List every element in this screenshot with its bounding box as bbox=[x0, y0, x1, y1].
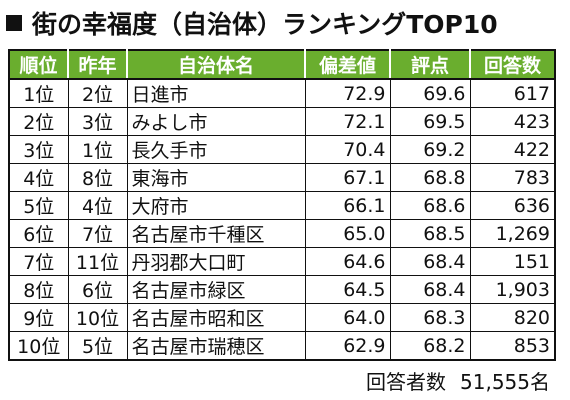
cell-score: 68.3 bbox=[389, 303, 471, 332]
cell-responses: 636 bbox=[469, 191, 556, 220]
cell-municipality: みよし市 bbox=[126, 107, 306, 136]
cell-municipality: 東海市 bbox=[126, 163, 306, 192]
cell-prev-year: 3位 bbox=[67, 107, 128, 136]
cell-rank: 5位 bbox=[8, 191, 69, 220]
cell-municipality: 長久手市 bbox=[126, 135, 306, 164]
cell-deviation: 65.0 bbox=[304, 219, 391, 248]
cell-responses: 617 bbox=[469, 78, 556, 108]
cell-prev-year: 6位 bbox=[67, 275, 128, 304]
cell-rank: 4位 bbox=[8, 163, 69, 192]
cell-rank: 1位 bbox=[8, 78, 69, 108]
cell-deviation: 72.1 bbox=[304, 107, 391, 136]
cell-prev-year: 4位 bbox=[67, 191, 128, 220]
cell-rank: 3位 bbox=[8, 135, 69, 164]
title-row: 街の幸福度（自治体）ランキングTOP10 bbox=[6, 6, 498, 40]
cell-score: 68.2 bbox=[389, 331, 471, 361]
header-deviation: 偏差値 bbox=[304, 49, 391, 80]
cell-prev-year: 8位 bbox=[67, 163, 128, 192]
cell-deviation: 70.4 bbox=[304, 135, 391, 164]
header-prev-year: 昨年 bbox=[67, 49, 128, 80]
header-score: 評点 bbox=[389, 49, 471, 80]
cell-rank: 6位 bbox=[8, 219, 69, 248]
table-row: 3位 1位 長久手市 70.4 69.2 422 bbox=[8, 135, 556, 164]
cell-responses: 151 bbox=[469, 247, 556, 276]
table-row: 6位 7位 名古屋市千種区 65.0 68.5 1,269 bbox=[8, 219, 556, 248]
table-body: 1位 2位 日進市 72.9 69.6 617 2位 3位 みよし市 72.1 69.5 423 3位 1… bbox=[8, 78, 556, 361]
cell-deviation: 64.6 bbox=[304, 247, 391, 276]
cell-responses: 422 bbox=[469, 135, 556, 164]
cell-responses: 820 bbox=[469, 303, 556, 332]
square-bullet-icon bbox=[6, 15, 22, 31]
cell-score: 68.4 bbox=[389, 275, 471, 304]
ranking-table: 順位 昨年 自治体名 偏差値 評点 回答数 1位 2位 日進市 72.9 69.6 617… bbox=[8, 49, 556, 361]
header-responses: 回答数 bbox=[469, 49, 556, 80]
cell-municipality: 名古屋市瑞穂区 bbox=[126, 331, 306, 361]
cell-deviation: 64.0 bbox=[304, 303, 391, 332]
header-rank: 順位 bbox=[8, 49, 69, 80]
respondent-count-value: 51,555名 bbox=[460, 370, 550, 394]
page-title: 街の幸福度（自治体）ランキングTOP10 bbox=[32, 10, 498, 39]
table-row: 2位 3位 みよし市 72.1 69.5 423 bbox=[8, 107, 556, 136]
cell-score: 68.8 bbox=[389, 163, 471, 192]
table-row: 7位 11位 丹羽郡大口町 64.6 68.4 151 bbox=[8, 247, 556, 276]
table-row: 8位 6位 名古屋市緑区 64.5 68.4 1,903 bbox=[8, 275, 556, 304]
cell-rank: 7位 bbox=[8, 247, 69, 276]
cell-prev-year: 5位 bbox=[67, 331, 128, 361]
cell-prev-year: 10位 bbox=[67, 303, 128, 332]
cell-municipality: 丹羽郡大口町 bbox=[126, 247, 306, 276]
cell-rank: 10位 bbox=[8, 331, 69, 361]
cell-rank: 8位 bbox=[8, 275, 69, 304]
cell-municipality: 名古屋市緑区 bbox=[126, 275, 306, 304]
cell-score: 68.6 bbox=[389, 191, 471, 220]
header-municipality: 自治体名 bbox=[126, 49, 306, 80]
cell-deviation: 67.1 bbox=[304, 163, 391, 192]
cell-score: 69.5 bbox=[389, 107, 471, 136]
cell-prev-year: 2位 bbox=[67, 78, 128, 108]
cell-deviation: 66.1 bbox=[304, 191, 391, 220]
cell-score: 69.2 bbox=[389, 135, 471, 164]
table-row: 5位 4位 大府市 66.1 68.6 636 bbox=[8, 191, 556, 220]
table-row: 10位 5位 名古屋市瑞穂区 62.9 68.2 853 bbox=[8, 331, 556, 361]
cell-score: 69.6 bbox=[389, 78, 471, 108]
cell-deviation: 62.9 bbox=[304, 331, 391, 361]
table-row: 1位 2位 日進市 72.9 69.6 617 bbox=[8, 78, 556, 108]
table-row: 9位 10位 名古屋市昭和区 64.0 68.3 820 bbox=[8, 303, 556, 332]
cell-rank: 9位 bbox=[8, 303, 69, 332]
cell-prev-year: 11位 bbox=[67, 247, 128, 276]
cell-responses: 853 bbox=[469, 331, 556, 361]
cell-municipality: 名古屋市昭和区 bbox=[126, 303, 306, 332]
cell-score: 68.4 bbox=[389, 247, 471, 276]
cell-responses: 783 bbox=[469, 163, 556, 192]
cell-rank: 2位 bbox=[8, 107, 69, 136]
cell-responses: 423 bbox=[469, 107, 556, 136]
respondent-count-label: 回答者数 bbox=[366, 370, 447, 394]
cell-deviation: 72.9 bbox=[304, 78, 391, 108]
table-header-row: 順位 昨年 自治体名 偏差値 評点 回答数 bbox=[8, 49, 556, 80]
cell-municipality: 名古屋市千種区 bbox=[126, 219, 306, 248]
cell-deviation: 64.5 bbox=[304, 275, 391, 304]
cell-prev-year: 1位 bbox=[67, 135, 128, 164]
cell-responses: 1,269 bbox=[469, 219, 556, 248]
cell-score: 68.5 bbox=[389, 219, 471, 248]
cell-municipality: 日進市 bbox=[126, 78, 306, 108]
cell-responses: 1,903 bbox=[469, 275, 556, 304]
cell-prev-year: 7位 bbox=[67, 219, 128, 248]
table-row: 4位 8位 東海市 67.1 68.8 783 bbox=[8, 163, 556, 192]
cell-municipality: 大府市 bbox=[126, 191, 306, 220]
respondent-count: 回答者数 51,555名 bbox=[366, 366, 550, 395]
